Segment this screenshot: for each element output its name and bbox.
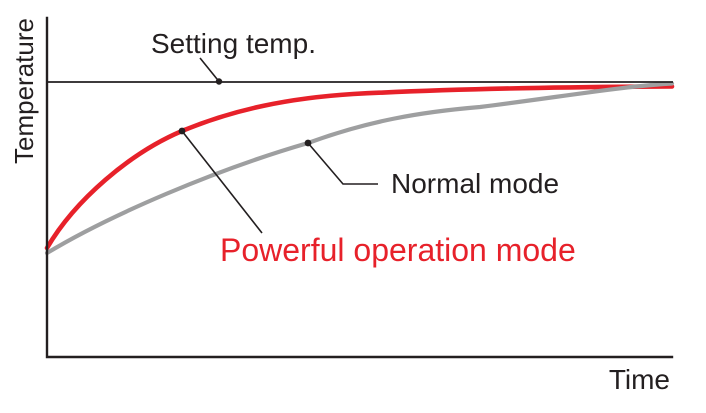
x-axis-label: Time bbox=[608, 364, 670, 395]
normal-mode-curve bbox=[44, 81, 675, 256]
powerful-mode-marker-dot bbox=[178, 127, 186, 135]
setting-temp-leader-line bbox=[199, 57, 220, 83]
normal-mode-marker-dot bbox=[304, 139, 312, 147]
normal-mode-label: Normal mode bbox=[391, 168, 560, 199]
y-axis-label: Temperature bbox=[9, 18, 39, 164]
powerful-mode-label: Powerful operation mode bbox=[220, 232, 576, 268]
normal-mode-leader-line bbox=[307, 142, 378, 185]
powerful-mode-leader-line bbox=[181, 130, 263, 234]
chart-axes bbox=[45, 16, 674, 359]
powerful-mode-curve bbox=[44, 84, 675, 251]
setting-temp-marker-dot bbox=[215, 78, 223, 85]
setting-temp-label: Setting temp. bbox=[151, 28, 316, 59]
